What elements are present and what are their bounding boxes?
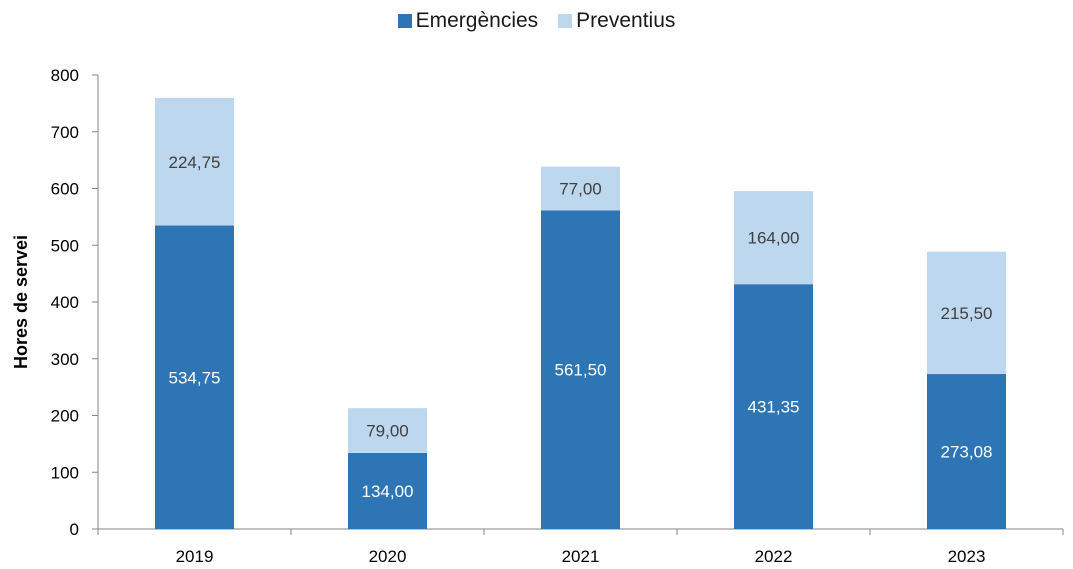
legend: Emergències Preventius (0, 9, 1073, 33)
y-tick-label: 800 (51, 66, 79, 85)
legend-item-preventius: Preventius (558, 9, 675, 33)
bar-preventius (541, 166, 620, 211)
x-tick-label: 2023 (948, 547, 986, 566)
bar-preventius (155, 97, 234, 226)
x-tick-label: 2021 (562, 547, 600, 566)
y-axis-label: Hores de servei (11, 235, 31, 369)
data-label: 534,75 (169, 368, 221, 387)
bar-emergencies (541, 210, 620, 529)
labels-layer: 534,75 224,75 134,00 79,00 561,50 77,00 431,35… (169, 153, 993, 501)
data-label: 273,08 (941, 443, 993, 462)
legend-item-emergencies: Emergències (397, 9, 539, 33)
data-label: 77,00 (559, 180, 602, 199)
legend-label-preventius: Preventius (576, 9, 676, 32)
bar-preventius (734, 191, 813, 285)
data-label: 134,00 (362, 482, 414, 501)
data-label: 215,50 (941, 304, 993, 323)
y-tick-label: 700 (51, 123, 79, 142)
x-tick-label: 2020 (369, 547, 407, 566)
legend-swatch-emergencies (397, 14, 412, 28)
data-label: 79,00 (366, 422, 409, 441)
bar-emergencies (734, 284, 813, 529)
y-tick-label: 100 (51, 463, 79, 482)
y-tick-label: 500 (51, 236, 79, 255)
legend-swatch-preventius (558, 14, 573, 28)
bar-emergencies (927, 374, 1006, 529)
axes-layer: 0 100 200 300 400 500 600 700 800 2019 2020 2021 202… (51, 66, 1064, 566)
y-tick-label: 200 (51, 407, 79, 426)
legend-label-emergencies: Emergències (415, 9, 539, 32)
data-label: 164,00 (748, 229, 800, 248)
data-label: 224,75 (169, 153, 221, 172)
y-tick-label: 600 (51, 180, 79, 199)
y-tick-label: 300 (51, 350, 79, 369)
bar-emergencies (155, 225, 234, 530)
x-tick-label: 2019 (176, 547, 214, 566)
data-label: 431,35 (748, 398, 800, 417)
data-label: 561,50 (555, 361, 607, 380)
y-tick-label: 400 (51, 293, 79, 312)
bar-emergencies (348, 452, 427, 529)
bar-preventius (348, 408, 427, 453)
x-tick-label: 2022 (755, 547, 793, 566)
bars-layer (155, 97, 1006, 530)
y-tick-label: 0 (70, 520, 79, 539)
bar-preventius (927, 251, 1006, 375)
